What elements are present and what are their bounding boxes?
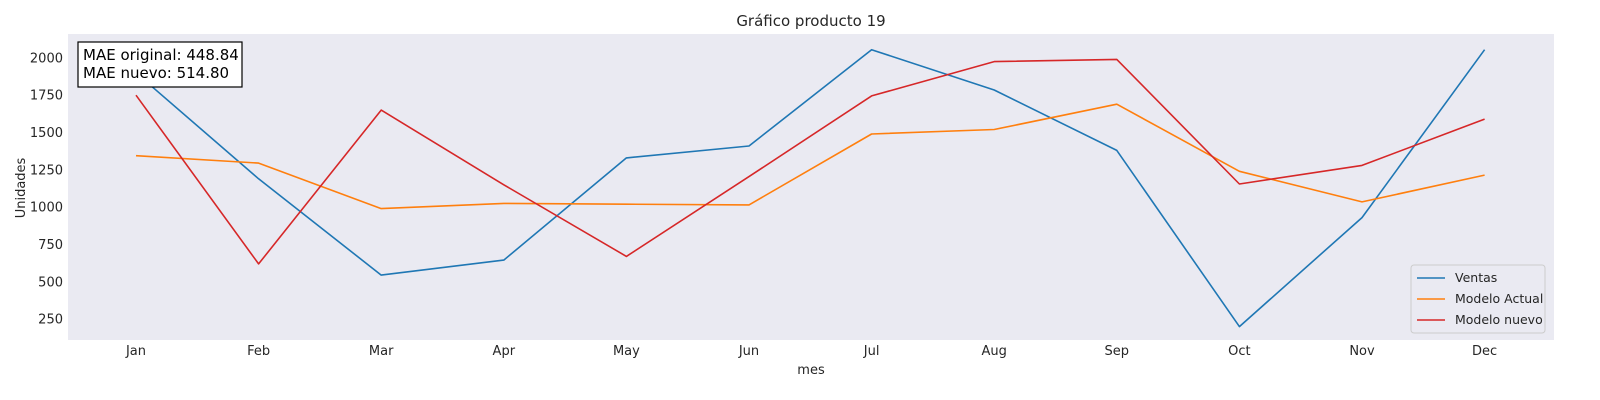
annotation-box [77, 41, 243, 88]
y-tick-label: 750 [38, 238, 63, 253]
x-tick-label-jul: Jul [863, 344, 880, 359]
legend-label-ventas: Ventas [1455, 270, 1497, 285]
legend-entry-ventas: Ventas [1417, 270, 1497, 285]
x-tick-label-jun: Jun [738, 344, 759, 359]
y-tick-label: 1500 [30, 126, 63, 141]
annotation-mae-original: MAE original: 448.84 [83, 46, 239, 64]
x-tick-label-nov: Nov [1349, 344, 1375, 359]
legend-entry-modelo-actual: Modelo Actual [1417, 291, 1543, 306]
x-tick-label-aug: Aug [982, 344, 1007, 359]
y-tick-label: 250 [38, 313, 63, 328]
annotation-mae-nuevo: MAE nuevo: 514.80 [83, 64, 229, 82]
x-tick-label-jan: Jan [125, 344, 146, 359]
series-lines [135, 48, 1486, 328]
y-tick-label: 500 [38, 275, 63, 290]
legend: Ventas Modelo Actual Modelo nuevo [1410, 264, 1546, 334]
series-line-modelo-nuevo [135, 58, 1485, 265]
chart-title: Gráfico producto 19 [736, 12, 885, 30]
y-tick-label: 1250 [30, 163, 63, 178]
x-tick-label-dec: Dec [1472, 344, 1497, 359]
plot-area [68, 34, 1554, 340]
y-tick-label: 1750 [30, 89, 63, 104]
legend-label-modelo-actual: Modelo Actual [1455, 291, 1543, 306]
series-line-modelo-actual [135, 103, 1485, 210]
x-axis-label: mes [797, 363, 825, 378]
x-axis-ticks: Jan Feb Mar Apr May Jun Jul Aug Sep Oct Nov Dec [125, 344, 1497, 359]
x-tick-label-apr: Apr [493, 344, 516, 359]
x-tick-label-sep: Sep [1105, 344, 1130, 359]
x-tick-label-feb: Feb [247, 344, 270, 359]
x-tick-label-may: May [613, 344, 640, 359]
mae-annotation: MAE original: 448.84 MAE nuevo: 514.80 [77, 41, 243, 88]
x-tick-label-oct: Oct [1228, 344, 1250, 359]
y-tick-label: 2000 [30, 51, 63, 66]
legend-label-modelo-nuevo: Modelo nuevo [1455, 312, 1543, 327]
legend-box [1410, 264, 1546, 334]
y-tick-label: 1000 [30, 201, 63, 216]
y-axis-label: Unidades [14, 157, 29, 218]
series-line-ventas [135, 48, 1486, 328]
y-axis-ticks: 250 500 750 1000 1250 1500 1750 2000 [30, 51, 63, 327]
x-tick-label-mar: Mar [369, 344, 394, 359]
legend-entry-modelo-nuevo: Modelo nuevo [1417, 312, 1543, 327]
